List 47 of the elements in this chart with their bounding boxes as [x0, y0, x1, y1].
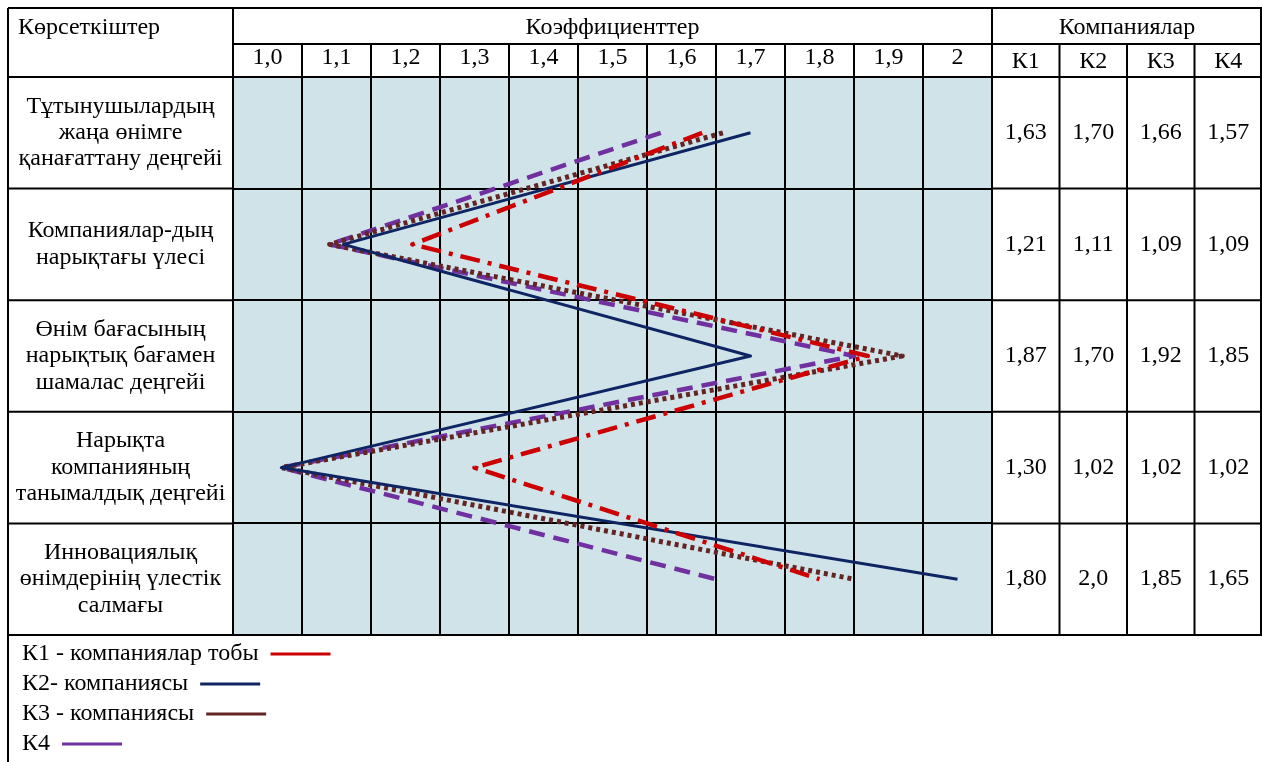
data-label: 2,0: [1078, 564, 1109, 591]
data-label: 1,63: [1004, 118, 1047, 145]
x-tick-label: 1,7: [735, 42, 766, 69]
x-tick-label: 1,2: [390, 42, 421, 69]
legend-label: К2- компаниясы: [22, 669, 189, 696]
data-label: 1,85: [1207, 341, 1250, 368]
data-label: 1,65: [1207, 564, 1250, 591]
data-label: 1,02: [1139, 452, 1182, 479]
text: К1: [1011, 46, 1040, 73]
y-tick-label: Компаниялар-дың нарықтағы үлесі: [27, 216, 214, 269]
x-tick-label: 1,6: [666, 42, 697, 69]
data-label: 1,02: [1207, 452, 1250, 479]
data-label: 1,87: [1004, 341, 1047, 368]
x-tick-label: 1,1: [321, 42, 352, 69]
legend-label: К4: [22, 729, 51, 756]
data-label: 1,70: [1072, 118, 1115, 145]
x-tick-label: 2: [951, 42, 964, 69]
text: К2: [1079, 46, 1108, 73]
y-tick-label: Инновациялық өнімдерінің үлестік салмағы: [19, 538, 222, 617]
x-tick-label: 1,9: [873, 42, 904, 69]
x-axis-title: Коэффициенттер: [525, 13, 700, 40]
data-label: 1,09: [1139, 229, 1182, 256]
text: Компаниялар: [1058, 13, 1196, 40]
x-tick-label: 1,0: [252, 42, 283, 69]
y-tick-label: Нарықта компанияның танымалдық деңгейі: [15, 426, 226, 506]
data-label: 1,66: [1139, 118, 1182, 145]
data-label: 1,21: [1004, 229, 1047, 256]
x-tick-label: 1,4: [528, 42, 559, 69]
y-tick-label: Тұтынушылардың жаңа өнімге қанағаттану деңгейі: [18, 91, 223, 171]
data-label: 1,92: [1139, 341, 1182, 368]
y-axis-title: Көрсеткіштер: [18, 13, 161, 40]
legend-label: К3 - компаниясы: [22, 699, 195, 726]
data-label: 1,02: [1072, 452, 1115, 479]
x-tick-label: 1,5: [597, 42, 628, 69]
data-label: 1,30: [1004, 452, 1047, 479]
data-label: 1,09: [1207, 229, 1250, 256]
text: К3: [1146, 46, 1175, 73]
data-label: 1,80: [1004, 564, 1047, 591]
text: К4: [1214, 46, 1243, 73]
data-label: 1,57: [1207, 118, 1250, 145]
y-tick-label: Өнім бағасының нарықтық бағамен шамалас деңгейі: [25, 314, 216, 394]
x-tick-label: 1,3: [459, 42, 490, 69]
legend-label: К1 - компаниялар тобы: [22, 639, 259, 666]
data-label: 1,11: [1072, 229, 1114, 256]
x-tick-label: 1,8: [804, 42, 835, 69]
data-label: 1,70: [1072, 341, 1115, 368]
data-label: 1,85: [1139, 564, 1182, 591]
